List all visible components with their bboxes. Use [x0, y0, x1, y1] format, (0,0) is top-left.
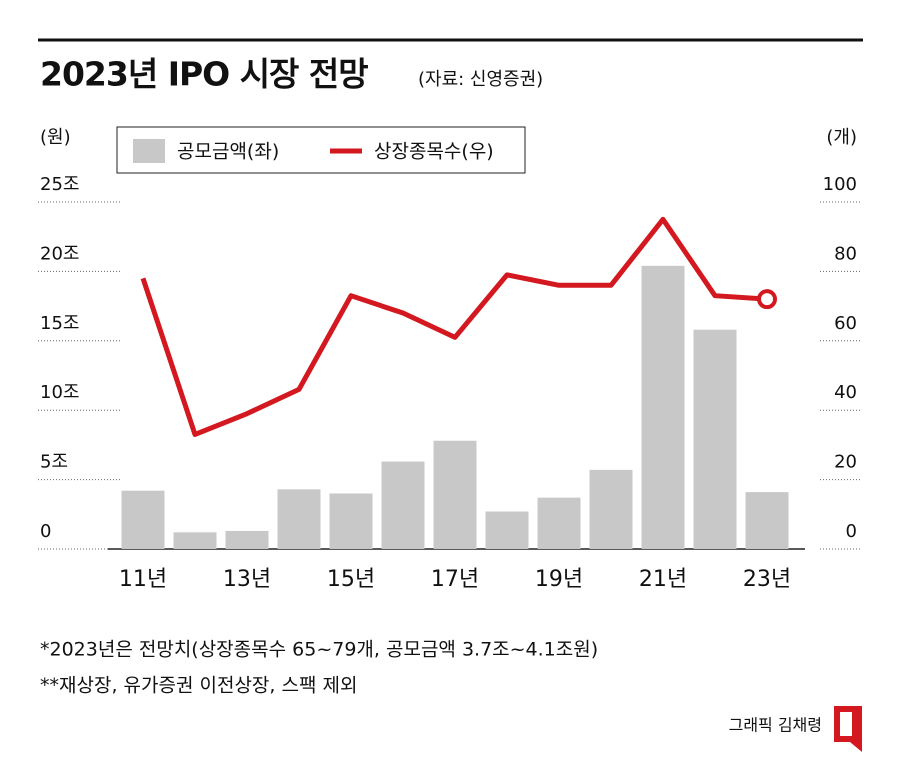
- x-tick-label: 13년: [223, 567, 271, 592]
- bar: [589, 469, 633, 549]
- y-tick-label: 10조: [40, 382, 79, 403]
- end-marker: [757, 289, 777, 310]
- y2-tick-label: 0: [846, 521, 857, 542]
- y-tick-label: 20조: [40, 243, 79, 264]
- bar: [173, 532, 217, 549]
- bar: [121, 490, 165, 549]
- bar: [381, 461, 425, 549]
- y2-tick-label: 60: [834, 313, 857, 334]
- x-tick-label: 21년: [639, 567, 687, 592]
- y-axis-unit: (원): [40, 127, 71, 148]
- y-tick-label: 25조: [40, 174, 79, 195]
- chart-title: 2023년 IPO 시장 전망: [40, 55, 368, 94]
- x-tick-label: 15년: [327, 567, 375, 592]
- y2-axis-unit: (개): [826, 127, 857, 148]
- bar: [641, 265, 685, 549]
- y2-tick-label: 20: [834, 452, 857, 473]
- x-tick-label: 17년: [431, 567, 479, 592]
- footnote: *2023년은 전망치(상장종목수 65~79개, 공모금액 3.7조~4.1조…: [40, 639, 598, 661]
- legend-label: 공모금액(좌): [177, 141, 279, 163]
- y-tick-label: 0: [40, 521, 51, 542]
- bar: [537, 497, 581, 549]
- bar: [277, 489, 321, 549]
- y2-tick-label: 100: [823, 174, 857, 195]
- y2-tick-label: 80: [834, 243, 857, 264]
- bar: [745, 492, 789, 549]
- credit: 그래픽 김채령: [729, 716, 822, 735]
- chart-subtitle: (자료: 신영증권): [418, 69, 543, 90]
- y-tick-label: 15조: [40, 313, 79, 334]
- x-tick-label: 11년: [119, 567, 167, 592]
- logo: [834, 706, 862, 752]
- bar: [329, 493, 373, 549]
- x-tick-label: 23년: [743, 567, 791, 592]
- legend-box: [116, 126, 526, 174]
- y2-tick-label: 40: [834, 382, 857, 403]
- bar: [485, 511, 529, 549]
- bar: [433, 440, 477, 549]
- line: [140, 216, 768, 437]
- legend-label: 상장종목수(우): [374, 141, 494, 163]
- footnote: **재상장, 유가증권 이전상장, 스팩 제외: [40, 675, 357, 697]
- x-tick-label: 19년: [535, 567, 583, 592]
- bar: [693, 329, 737, 549]
- legend-swatch: [133, 139, 165, 163]
- bar: [225, 530, 269, 549]
- y-tick-label: 5조: [40, 452, 68, 473]
